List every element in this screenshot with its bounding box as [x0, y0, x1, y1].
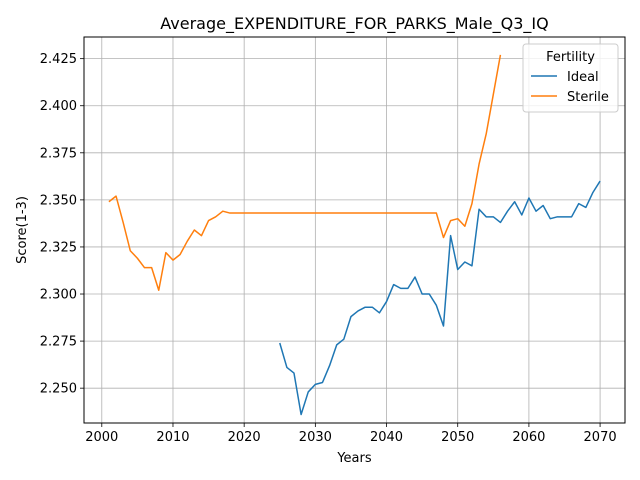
- x-axis-ticks: 2000 2010 2020 2030 2040 2050 2060 2070: [85, 423, 617, 445]
- x-tick-label: 2060: [512, 430, 545, 445]
- x-tick-label: 2050: [441, 430, 474, 445]
- x-tick-label: 2040: [370, 430, 403, 445]
- legend-label-sterile: Sterile: [567, 90, 609, 105]
- plot-area-frame: [83, 36, 626, 424]
- series-line-ideal: [279, 180, 601, 416]
- y-tick-label: 2.425: [40, 52, 77, 67]
- legend: Fertility Ideal Sterile: [522, 43, 619, 113]
- y-tick-label: 2.400: [40, 99, 77, 114]
- x-tick-label: 2010: [156, 430, 189, 445]
- legend-label-ideal: Ideal: [567, 70, 599, 85]
- legend-box: [522, 43, 619, 113]
- series-lines: [108, 54, 601, 416]
- x-tick-label: 2020: [228, 430, 261, 445]
- x-tick-label: 2070: [584, 430, 617, 445]
- legend-title: Fertility: [546, 50, 595, 65]
- series-line-sterile: [108, 54, 502, 291]
- x-tick-label: 2030: [299, 430, 332, 445]
- y-tick-label: 2.300: [40, 288, 77, 303]
- y-axis-label: Score(1-3): [15, 196, 30, 264]
- y-tick-label: 2.250: [40, 382, 77, 397]
- y-tick-label: 2.350: [40, 193, 77, 208]
- chart-title: Average_EXPENDITURE_FOR_PARKS_Male_Q3_IQ: [160, 14, 548, 34]
- x-axis-label: Years: [336, 451, 372, 466]
- x-tick-label: 2000: [85, 430, 118, 445]
- y-tick-label: 2.325: [40, 240, 77, 255]
- legend-items: Ideal Sterile: [531, 70, 609, 105]
- y-tick-label: 2.375: [40, 146, 77, 161]
- y-tick-label: 2.275: [40, 335, 77, 350]
- y-axis-ticks: 2.250 2.275 2.300 2.325 2.350 2.375 2.400 2.425: [40, 52, 84, 397]
